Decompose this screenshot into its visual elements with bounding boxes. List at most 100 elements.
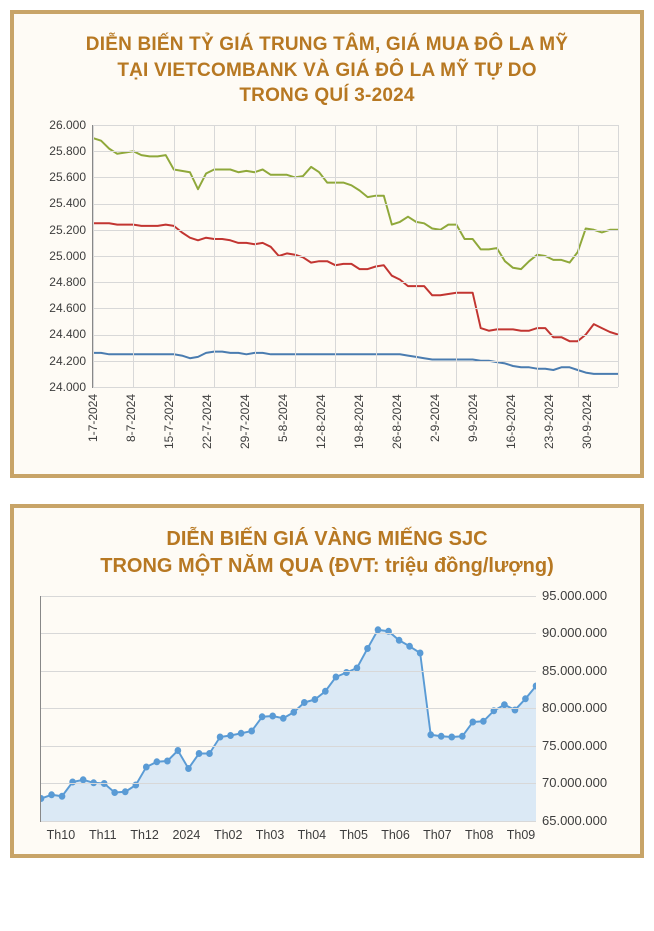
chart2-marker — [196, 750, 202, 756]
chart2-x-tick-label: Th06 — [375, 828, 417, 842]
chart2-marker — [375, 627, 381, 633]
chart2-x-tick-label: Th07 — [416, 828, 458, 842]
chart1-v-gridline — [174, 125, 175, 387]
chart1-plot — [92, 125, 618, 388]
chart2-marker — [280, 715, 286, 721]
chart2-x-tick-label: Th03 — [249, 828, 291, 842]
chart1-v-gridline — [578, 125, 579, 387]
chart2-marker — [238, 730, 244, 736]
chart1-v-gridline — [537, 125, 538, 387]
chart2-marker — [165, 758, 171, 764]
chart1-v-gridline — [618, 125, 619, 387]
chart2-marker — [41, 795, 44, 801]
chart1-h-gridline — [93, 282, 618, 283]
chart1-x-tick-label: 16-9-2024 — [504, 394, 542, 462]
chart2-title: DIỄN BIẾN GIÁ VÀNG MIẾNG SJC TRONG MỘT N… — [36, 526, 618, 580]
chart1-x-tick-label: 30-9-2024 — [580, 394, 618, 462]
chart2-marker — [59, 793, 65, 799]
chart2-marker — [49, 792, 55, 798]
chart2-x-tick-label: Th05 — [333, 828, 375, 842]
chart2-marker — [470, 719, 476, 725]
chart2-marker — [270, 713, 276, 719]
chart2-marker — [322, 688, 328, 694]
chart2-marker — [154, 759, 160, 765]
chart2-marker — [207, 750, 213, 756]
chart1-v-gridline — [497, 125, 498, 387]
chart1-v-gridline — [255, 125, 256, 387]
chart2-h-gridline — [41, 783, 536, 784]
chart1-v-gridline — [295, 125, 296, 387]
chart2-x-tick-label: Th04 — [291, 828, 333, 842]
chart2-marker — [449, 734, 455, 740]
chart1-x-tick-label: 29-7-2024 — [238, 394, 276, 462]
chart1-title-line3: TRONG QUÍ 3-2024 — [239, 85, 414, 106]
chart2-marker — [228, 732, 234, 738]
chart2-marker — [459, 733, 465, 739]
chart2-marker — [533, 683, 536, 689]
chart2-plot — [40, 596, 536, 822]
chart2-marker — [481, 718, 487, 724]
chart1-x-tick-label: 19-8-2024 — [352, 394, 390, 462]
chart1-h-gridline — [93, 256, 618, 257]
chart1-v-gridline — [214, 125, 215, 387]
chart2-x-tick-label: 2024 — [165, 828, 207, 842]
gold-price-chart: DIỄN BIẾN GIÁ VÀNG MIẾNG SJC TRONG MỘT N… — [10, 504, 644, 858]
chart2-marker — [80, 777, 86, 783]
chart2-h-gridline — [41, 633, 536, 634]
chart2-h-gridline — [41, 708, 536, 709]
chart2-x-tick-label: Th12 — [124, 828, 166, 842]
chart2-marker — [259, 714, 265, 720]
chart2-marker — [249, 728, 255, 734]
chart2-marker — [301, 699, 307, 705]
chart1-x-tick-label: 1-7-2024 — [86, 394, 124, 462]
chart2-x-axis: Th10Th11Th122024Th02Th03Th04Th05Th06Th07… — [40, 828, 542, 842]
chart2-marker — [312, 696, 318, 702]
chart1-title-line1: DIỄN BIẾN TỶ GIÁ TRUNG TÂM, GIÁ MUA ĐÔ L… — [86, 34, 568, 55]
chart2-marker — [523, 696, 529, 702]
chart1-h-gridline — [93, 177, 618, 178]
chart1-title-line2: TẠI VIETCOMBANK VÀ GIÁ ĐÔ LA MỸ TỰ DO — [117, 60, 536, 81]
chart1-x-axis: 1-7-20248-7-202415-7-202422-7-202429-7-2… — [86, 394, 618, 462]
chart1-title: DIỄN BIẾN TỶ GIÁ TRUNG TÂM, GIÁ MUA ĐÔ L… — [36, 32, 618, 109]
chart2-marker — [502, 702, 508, 708]
chart2-marker — [438, 733, 444, 739]
chart2-marker — [365, 645, 371, 651]
chart2-title-line1: DIỄN BIẾN GIÁ VÀNG MIẾNG SJC — [166, 528, 487, 550]
chart2-marker — [186, 765, 192, 771]
chart1-h-gridline — [93, 125, 618, 126]
chart1-line-blue — [93, 352, 618, 374]
chart2-plot-area: 95.000.00090.000.00085.000.00080.000.000… — [36, 596, 618, 822]
chart1-v-gridline — [133, 125, 134, 387]
chart2-marker — [417, 650, 423, 656]
chart1-x-tick-label: 5-8-2024 — [276, 394, 314, 462]
chart2-marker — [291, 709, 297, 715]
chart1-v-gridline — [93, 125, 94, 387]
chart1-h-gridline — [93, 308, 618, 309]
chart1-h-gridline — [93, 361, 618, 362]
chart2-h-gridline — [41, 746, 536, 747]
chart2-marker — [428, 732, 434, 738]
chart2-marker — [112, 789, 118, 795]
chart2-h-gridline — [41, 821, 536, 822]
chart1-x-tick-label: 26-8-2024 — [390, 394, 428, 462]
chart1-h-gridline — [93, 230, 618, 231]
chart1-h-gridline — [93, 387, 618, 388]
chart2-x-tick-label: Th08 — [458, 828, 500, 842]
exchange-rate-chart: DIỄN BIẾN TỶ GIÁ TRUNG TÂM, GIÁ MUA ĐÔ L… — [10, 10, 644, 478]
chart2-x-tick-label: Th02 — [207, 828, 249, 842]
chart1-v-gridline — [376, 125, 377, 387]
chart1-h-gridline — [93, 335, 618, 336]
chart2-title-line2: TRONG MỘT NĂM QUA (ĐVT: triệu đồng/lượng… — [100, 555, 553, 577]
chart2-h-gridline — [41, 596, 536, 597]
chart2-x-tick-label: Th11 — [82, 828, 124, 842]
chart2-marker — [407, 643, 413, 649]
chart1-v-gridline — [416, 125, 417, 387]
chart1-h-gridline — [93, 151, 618, 152]
chart1-x-tick-label: 22-7-2024 — [200, 394, 238, 462]
chart2-marker — [175, 747, 181, 753]
chart1-x-tick-label: 12-8-2024 — [314, 394, 352, 462]
chart1-x-tick-label: 2-9-2024 — [428, 394, 466, 462]
chart1-x-tick-label: 9-9-2024 — [466, 394, 504, 462]
chart2-x-tick-label: Th10 — [40, 828, 82, 842]
chart2-marker — [143, 764, 149, 770]
